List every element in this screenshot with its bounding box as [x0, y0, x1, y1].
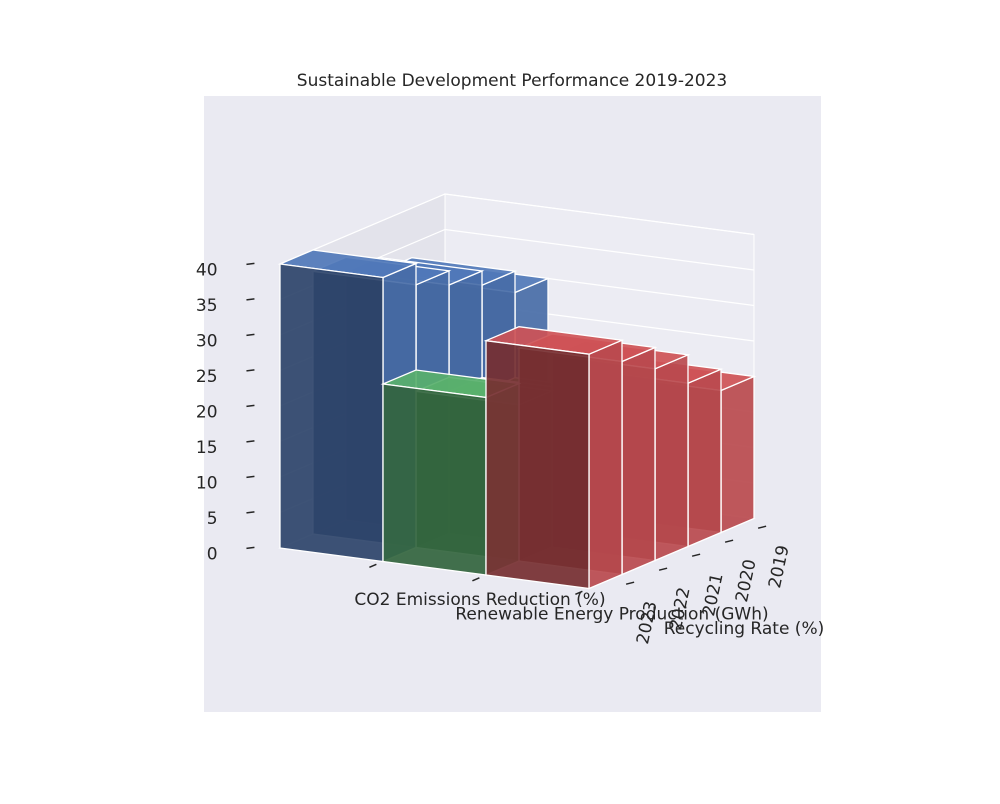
- z-tick-label: 25: [196, 367, 218, 387]
- z-tick: [246, 369, 255, 372]
- bar-front-face: [382, 383, 487, 576]
- y-tick: [724, 539, 734, 543]
- z-tick-label: 15: [196, 438, 218, 458]
- z-tick: [246, 440, 255, 443]
- x-tick: [472, 577, 480, 582]
- z-tick-label: 0: [207, 544, 218, 564]
- x-tick-label: Renewable Energy Production (GWh): [455, 605, 768, 625]
- z-tick-label: 30: [196, 331, 218, 351]
- chart-title: Sustainable Development Performance 2019…: [297, 71, 727, 91]
- z-tick-label: 5: [207, 509, 218, 529]
- x-tick: [369, 563, 377, 568]
- y-tick: [691, 553, 701, 557]
- z-tick: [246, 511, 255, 514]
- bar-right-face: [720, 375, 755, 534]
- bar-right-face: [654, 353, 689, 562]
- z-tick-label: 10: [196, 473, 218, 493]
- z-tick-label: 35: [196, 296, 218, 316]
- y-tick: [625, 581, 635, 585]
- bar-front-face: [485, 339, 590, 590]
- grid-line: [279, 193, 755, 265]
- bar-right-face: [687, 368, 722, 548]
- y-tick: [757, 525, 767, 529]
- bar-front-face: [279, 263, 384, 563]
- x-tick: [575, 590, 583, 595]
- z-tick-label: 20: [196, 402, 218, 422]
- bar-right-face: [621, 346, 656, 576]
- z-tick: [246, 475, 255, 479]
- z-tick: [246, 546, 255, 550]
- z-tick: [246, 262, 255, 266]
- bar-right-face: [588, 339, 623, 590]
- z-tick-label: 40: [196, 260, 218, 280]
- y-tick: [658, 567, 668, 571]
- x-tick-label: Recycling Rate (%): [664, 619, 824, 639]
- z-tick: [246, 333, 255, 337]
- z-tick: [246, 404, 255, 408]
- z-tick: [246, 298, 255, 301]
- x-tick-label: CO2 Emissions Reduction (%): [354, 590, 605, 610]
- bar: [483, 326, 625, 590]
